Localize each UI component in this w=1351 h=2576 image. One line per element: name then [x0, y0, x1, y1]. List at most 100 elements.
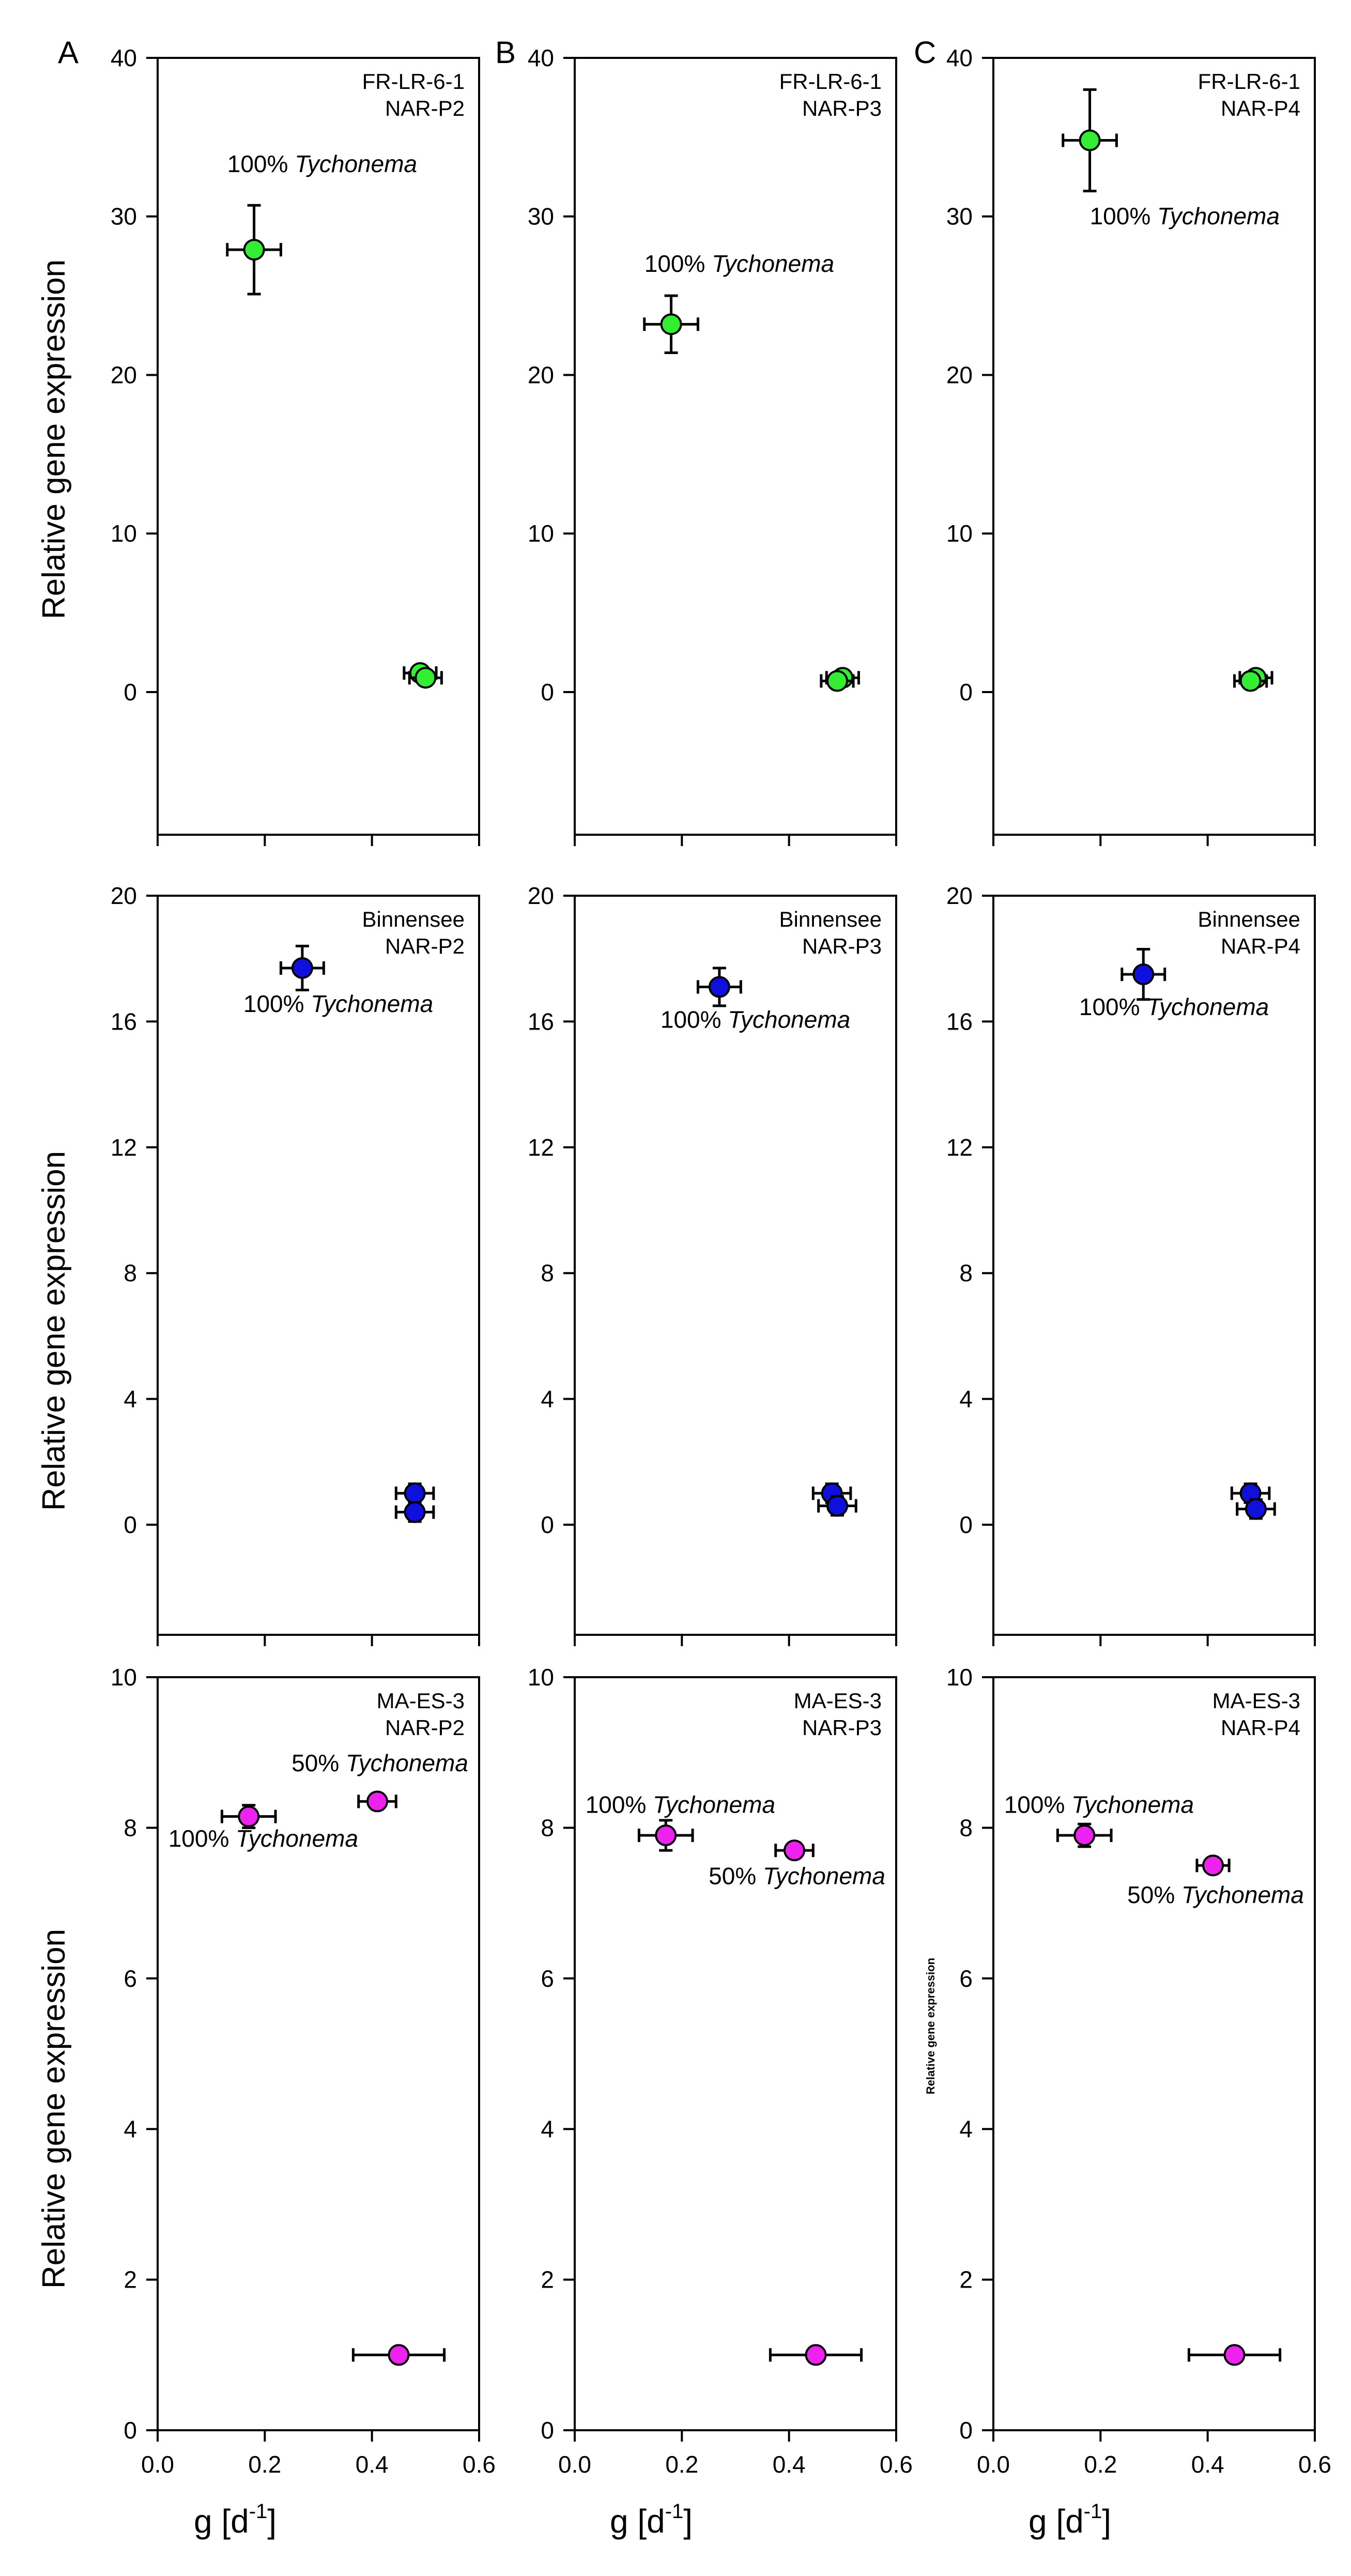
- panel-2-2-label-1: NAR-P3: [802, 934, 882, 958]
- panel-2-3-label-0: Binnensee: [1198, 907, 1301, 931]
- panel-3-3-point-1-marker: [1202, 1854, 1224, 1877]
- panel-3-3-ytick-label-3: 6: [959, 1965, 973, 1992]
- panel-2-3-ytick-label-0: 0: [959, 1511, 973, 1538]
- panel-2-2-point-2-marker: [826, 1495, 848, 1517]
- panel-3-2-ytick-label-1: 2: [541, 2266, 554, 2293]
- panel-2-3-annotation-0-species: Tychonema: [1146, 993, 1269, 1020]
- x-axis-label-c-main: g [d: [1028, 2503, 1084, 2540]
- panel-2-1-ytick-label-5: 20: [111, 882, 137, 909]
- panel-2-2-annotation-0-species: Tychonema: [728, 1006, 850, 1033]
- panel-1-1-label-1: NAR-P2: [385, 96, 465, 120]
- panel-3-1-ytick-label-4: 8: [124, 1814, 137, 1841]
- panel-3-3-annotation-0: 100% Tychonema: [1004, 1791, 1194, 1818]
- panel-3-1-point-1-marker: [366, 1790, 389, 1813]
- panel-2-1-ytick-label-4: 16: [111, 1008, 137, 1035]
- panel-2-2-point-0-marker: [708, 976, 730, 998]
- x-axis-label-a-main: g [d: [194, 2503, 249, 2540]
- panel-3-1-annotation-0: 50% Tychonema: [291, 1750, 468, 1776]
- panel-2-3-ytick-label-3: 12: [946, 1134, 973, 1161]
- panel-2-1-point-2-marker: [404, 1501, 426, 1523]
- panel-letter-c: C: [914, 35, 936, 70]
- panel-2-1: 0 4 8 12 16 20 Binnensee NAR-P2 100% Tychonema: [111, 882, 480, 1646]
- panel-2-2-annotation-0-percent: 100%: [661, 1006, 728, 1033]
- panel-2-2-ytick-label-3: 12: [528, 1134, 554, 1161]
- row-1-y-axis-label: Relative gene expression: [36, 259, 72, 619]
- panel-1-1-ytick-label-2: 20: [111, 361, 137, 388]
- panel-1-2-ytick-label-2: 20: [528, 361, 554, 388]
- x-axis-label-b-main: g [d: [610, 2503, 665, 2540]
- panel-1-3-label-1: NAR-P4: [1221, 96, 1300, 120]
- panel-3-1-annotation-1-percent: 100%: [168, 1825, 236, 1852]
- panel-3-2-annotation-1: 50% Tychonema: [709, 1863, 885, 1890]
- panel-3-3-label-1: NAR-P4: [1221, 1715, 1300, 1740]
- panel-3-1-ytick-label-2: 4: [124, 2115, 137, 2142]
- panel-3-2-label-1: NAR-P3: [802, 1715, 882, 1740]
- panel-3-3-point-0-marker: [1073, 1824, 1096, 1846]
- panel-3-1-annotation-1: 100% Tychonema: [168, 1825, 358, 1852]
- panel-1-1-annotation-0-percent: 100%: [227, 150, 295, 177]
- panel-1-3-ytick-label-3: 30: [946, 203, 973, 230]
- panel-3-2-ytick-label-3: 6: [541, 1965, 554, 1992]
- panel-1-3-ytick-label-0: 0: [959, 679, 973, 706]
- panel-3-3-xtick-label-3: 0.6: [1298, 2451, 1331, 2478]
- panel-1-2-point-0-marker: [660, 313, 682, 335]
- panel-2-3-ytick-label-4: 16: [946, 1008, 973, 1035]
- panel-letter-b: B: [495, 35, 516, 70]
- panel-2-1-label-1: NAR-P2: [385, 934, 465, 958]
- panel-3-1-point-1: [357, 1790, 397, 1813]
- panel-1-1-ytick-label-1: 10: [111, 520, 137, 547]
- panel-3-3-ytick-label-1: 2: [959, 2266, 973, 2293]
- x-axis-label-a: g [d-1]: [194, 2500, 277, 2540]
- panel-2-1-ytick-label-1: 4: [124, 1386, 137, 1413]
- panel-1-1-annotation-0-species: Tychonema: [295, 150, 417, 177]
- panel-3-2-point-1: [774, 1839, 815, 1862]
- panel-3-3-point-2: [1187, 2344, 1282, 2366]
- panel-2-2-ytick-label-0: 0: [541, 1511, 554, 1538]
- panel-3-1-ytick-label-3: 6: [124, 1965, 137, 1992]
- panel-1-2-ytick-label-4: 40: [528, 44, 554, 71]
- panel-letter-a: A: [58, 35, 79, 70]
- panel-1-1-label-0: FR-LR-6-1: [362, 69, 465, 94]
- panel-1-1-ytick-label-4: 40: [111, 44, 137, 71]
- row-2-y-axis-label: Relative gene expression: [36, 1151, 72, 1511]
- panel-3-2-annotation-0-percent: 100%: [586, 1791, 653, 1818]
- panel-2-3-point-0-marker: [1132, 963, 1155, 986]
- panel-2-1-annotation-0-percent: 100%: [243, 990, 311, 1017]
- x-axis-label-b: g [d-1]: [610, 2500, 693, 2540]
- panel-3-2-xtick-label-0: 0.0: [558, 2451, 591, 2478]
- panel-1-3-frame: [992, 57, 1316, 836]
- panel-2-3: 0 4 8 12 16 20 Binnensee NAR-P4 100% Tychonema: [946, 882, 1316, 1646]
- panel-1-2-point-2: [820, 670, 855, 692]
- panel-3-2-ytick-label-2: 4: [541, 2115, 554, 2142]
- panel-3-3-ytick-label-4: 8: [959, 1814, 973, 1841]
- panel-1-3-point-2: [1233, 670, 1268, 692]
- panel-2-1-annotation-0-species: Tychonema: [311, 990, 433, 1017]
- panel-2-2-ytick-label-5: 20: [528, 882, 554, 909]
- panel-2-2-ytick-label-2: 8: [541, 1260, 554, 1286]
- panel-3-1-point-2: [351, 2344, 446, 2366]
- panel-1-3-label-0: FR-LR-6-1: [1198, 69, 1300, 94]
- panel-3-2-annotation-0-species: Tychonema: [653, 1791, 775, 1818]
- panel-2-1-point-1-marker: [404, 1482, 426, 1505]
- panel-2-1-label-0: Binnensee: [362, 907, 465, 931]
- panel-3-2-annotation-1-percent: 50%: [709, 1863, 763, 1890]
- panel-1-2-ytick-label-3: 30: [528, 203, 554, 230]
- panel-1-2-label-1: NAR-P3: [802, 96, 882, 120]
- panel-3-1-xtick-label-3: 0.6: [463, 2451, 496, 2478]
- panel-3-1-point-0: [220, 1804, 277, 1829]
- panel-3-3-frame: [992, 1676, 1316, 2431]
- panel-1-1-ytick-label-3: 30: [111, 203, 137, 230]
- panel-3-2-point-1-marker: [784, 1839, 806, 1862]
- panel-1-2-annotation-0-species: Tychonema: [712, 250, 834, 277]
- panel-3-1-xtick-label-2: 0.4: [356, 2451, 389, 2478]
- panel-1-2-point-0: [643, 294, 699, 355]
- panel-1-2-annotation-0-percent: 100%: [644, 250, 712, 277]
- panel-1-3-point-2-marker: [1239, 670, 1262, 692]
- panel-3-3-ytick-label-5: 10: [946, 1664, 973, 1691]
- panel-3-1-frame: [157, 1676, 480, 2431]
- x-axis-label-a-exponent: -1: [249, 2500, 268, 2523]
- panel-2-2-annotation-0: 100% Tychonema: [661, 1006, 850, 1033]
